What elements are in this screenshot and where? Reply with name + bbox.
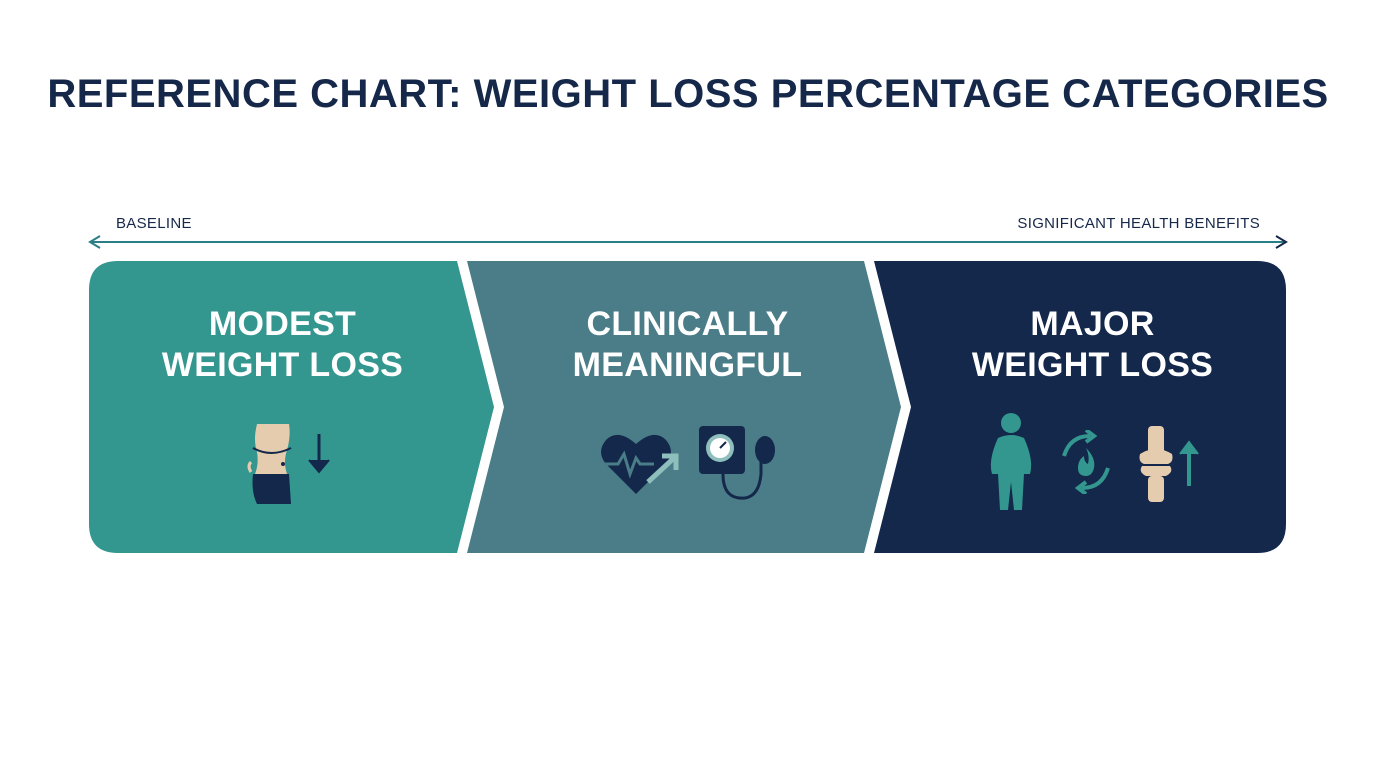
axis-right-label: SIGNIFICANT HEALTH BENEFITS [1017, 215, 1260, 232]
axis-left-arrowhead [88, 235, 101, 249]
segment-clinical-line1: CLINICALLY [586, 305, 789, 343]
segment-modest-title: MODEST WEIGHT LOSS [110, 304, 455, 386]
progress-axis [88, 235, 1288, 249]
person-silhouette-icon [990, 413, 1032, 510]
arrow-up-icon [1179, 440, 1199, 486]
segment-major-line1: MAJOR [1030, 305, 1155, 343]
axis-right-arrowhead [1275, 235, 1288, 249]
segment-modest-line2: WEIGHT LOSS [161, 346, 404, 384]
metabolism-cycle-icon [1062, 430, 1110, 494]
waist-measure-icon [247, 424, 292, 504]
axis-left-label: BASELINE [116, 215, 192, 232]
segment-major [874, 261, 1286, 553]
heart-rate-icon [600, 434, 679, 494]
blood-pressure-monitor-icon [699, 426, 775, 500]
segment-modest-line1: MODEST [208, 305, 357, 343]
segment-major-line2: WEIGHT LOSS [971, 346, 1214, 384]
segment-clinical-line2: MEANINGFUL [572, 346, 803, 384]
segment-clinically-meaningful [467, 261, 901, 553]
segment-major-title: MAJOR WEIGHT LOSS [920, 304, 1265, 386]
page-title: REFERENCE CHART: WEIGHT LOSS PERCENTAGE … [47, 72, 1329, 116]
segment-clinical-title: CLINICALLY MEANINGFUL [515, 304, 860, 386]
segment-modest [89, 261, 494, 553]
knee-joint-icon [1139, 426, 1173, 502]
arrow-down-icon [308, 434, 330, 474]
